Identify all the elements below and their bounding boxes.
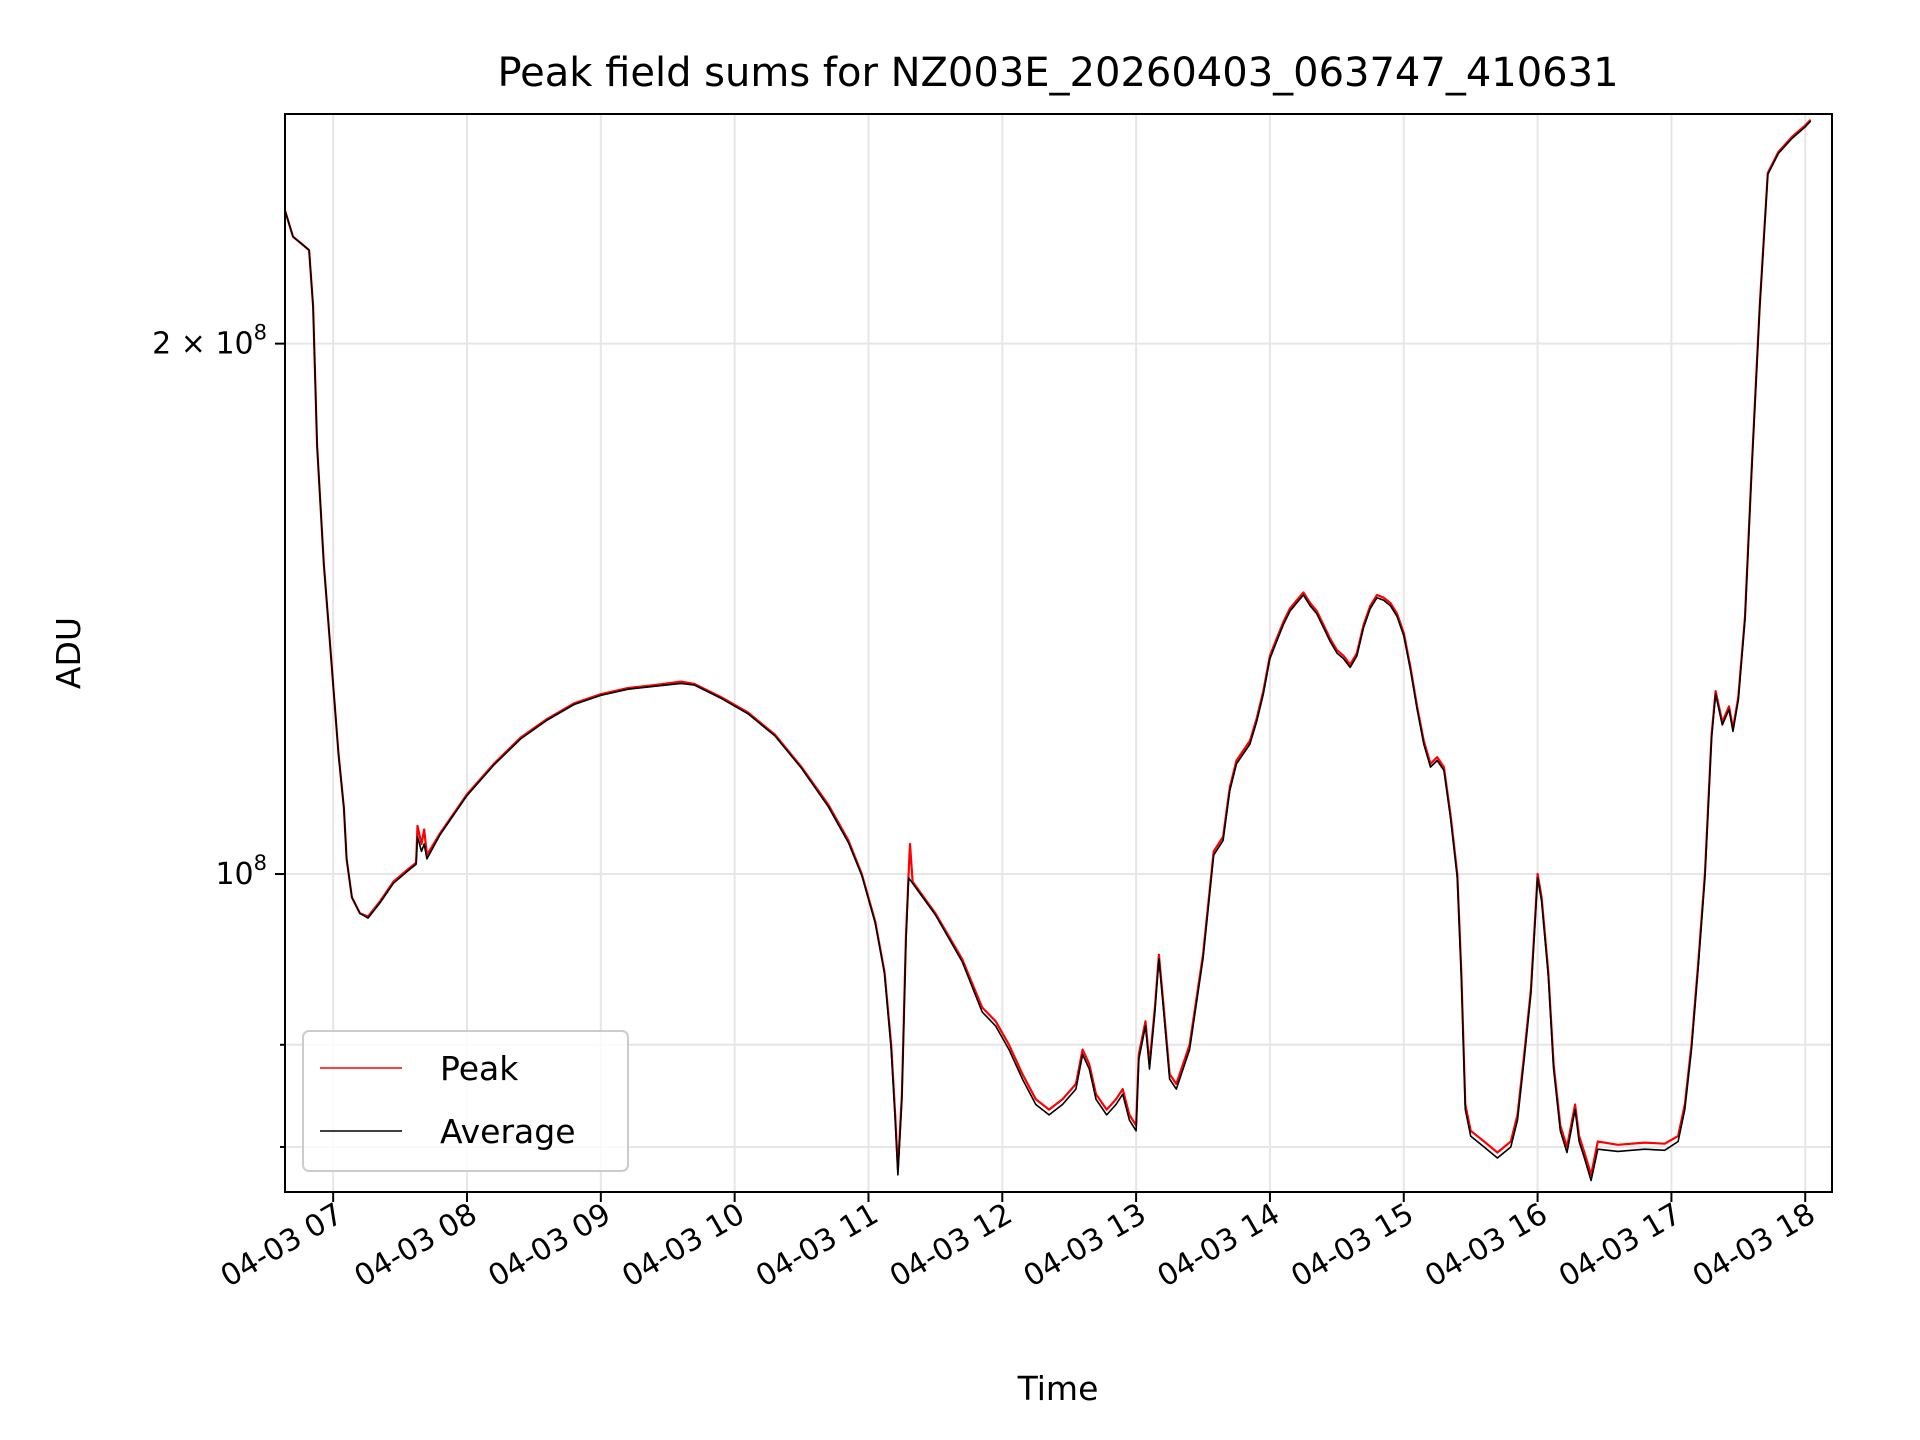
legend: Peak Average	[302, 1030, 629, 1172]
series-layer	[283, 118, 1812, 1182]
y-axis-label: ADU	[49, 617, 88, 689]
x-tick-label: 04-03 14	[1152, 1197, 1286, 1295]
chart-title: Peak field sums for NZ003E_20260403_0637…	[497, 50, 1618, 96]
x-tick-label: 04-03 12	[884, 1197, 1018, 1295]
x-tick-label: 04-03 17	[1553, 1197, 1687, 1295]
legend-box	[302, 1030, 629, 1172]
x-tick-label: 04-03 09	[483, 1197, 617, 1295]
x-tick-label: 04-03 18	[1687, 1197, 1821, 1295]
x-tick-label: 04-03 13	[1018, 1197, 1152, 1295]
x-tick-label: 04-03 10	[616, 1197, 750, 1295]
y-axis: 108 2 × 108	[152, 321, 285, 1148]
series-line-peak	[283, 118, 1812, 1176]
grid	[285, 114, 1832, 1192]
x-tick-label: 04-03 15	[1285, 1197, 1419, 1295]
series-line-average	[284, 120, 1812, 1182]
legend-label-peak: Peak	[440, 1049, 519, 1088]
x-tick-label: 04-03 08	[349, 1197, 483, 1295]
x-axis: 04-03 07 04-03 08 04-03 09 04-03 10 04-03 11…	[215, 1192, 1821, 1294]
plot-frame	[284, 113, 1833, 1193]
y-tick-label: 2 × 108	[152, 321, 267, 362]
y-tick-label: 108	[215, 851, 267, 892]
x-tick-label: 04-03 16	[1419, 1197, 1553, 1295]
legend-label-average: Average	[440, 1112, 576, 1151]
x-tick-label: 04-03 11	[750, 1197, 884, 1295]
x-tick-label: 04-03 07	[215, 1197, 349, 1295]
x-axis-label: Time	[1017, 1369, 1099, 1408]
